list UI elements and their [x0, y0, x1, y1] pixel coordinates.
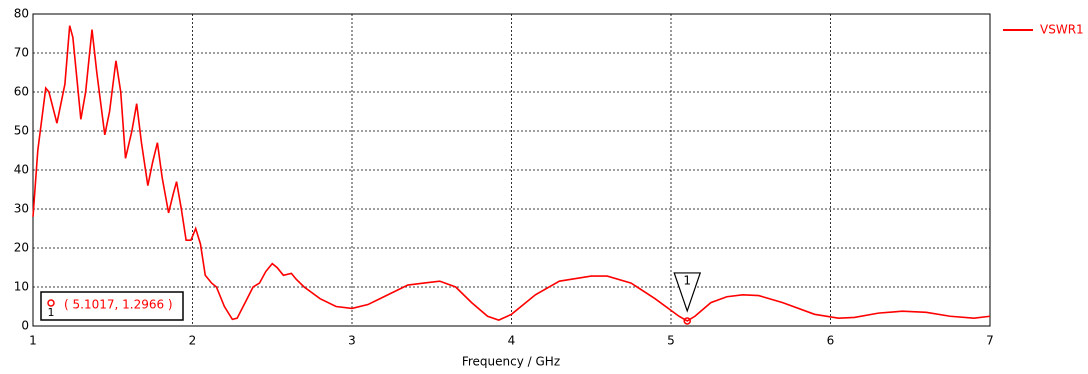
x-tick-label: 1 — [29, 334, 37, 348]
x-tick-label: 7 — [986, 334, 994, 348]
legend-label: VSWR1 — [1040, 23, 1084, 37]
line — [32, 25, 991, 322]
marker-box — [40, 291, 184, 321]
plot-frame — [32, 13, 991, 327]
y-tick-label: 20 — [14, 241, 29, 255]
x-axis-label: Frequency / GHz — [462, 355, 560, 369]
y-tick-label: 80 — [14, 7, 29, 21]
y-tick-label: 70 — [14, 46, 29, 60]
marker-readout: ( 5.1017, 1.2966 ) — [64, 298, 173, 312]
x-tick-label: 5 — [667, 334, 675, 348]
x-tick-label: 3 — [348, 334, 356, 348]
y-tick-label: 60 — [14, 85, 29, 99]
marker-point — [683, 317, 691, 325]
marker-box-icon — [47, 299, 55, 307]
y-tick-label: 0 — [21, 319, 29, 333]
y-tick-label: 40 — [14, 163, 29, 177]
y-tick-label: 10 — [14, 280, 29, 294]
y-tick-label: 50 — [14, 124, 29, 138]
y-tick-label: 30 — [14, 202, 29, 216]
x-tick-label: 4 — [508, 334, 516, 348]
x-tick-label: 6 — [827, 334, 835, 348]
marker-triangle — [673, 272, 702, 313]
marker-label: 1 — [683, 273, 691, 287]
marker-box-id: 1 — [48, 306, 55, 319]
x-tick-label: 2 — [189, 334, 197, 348]
